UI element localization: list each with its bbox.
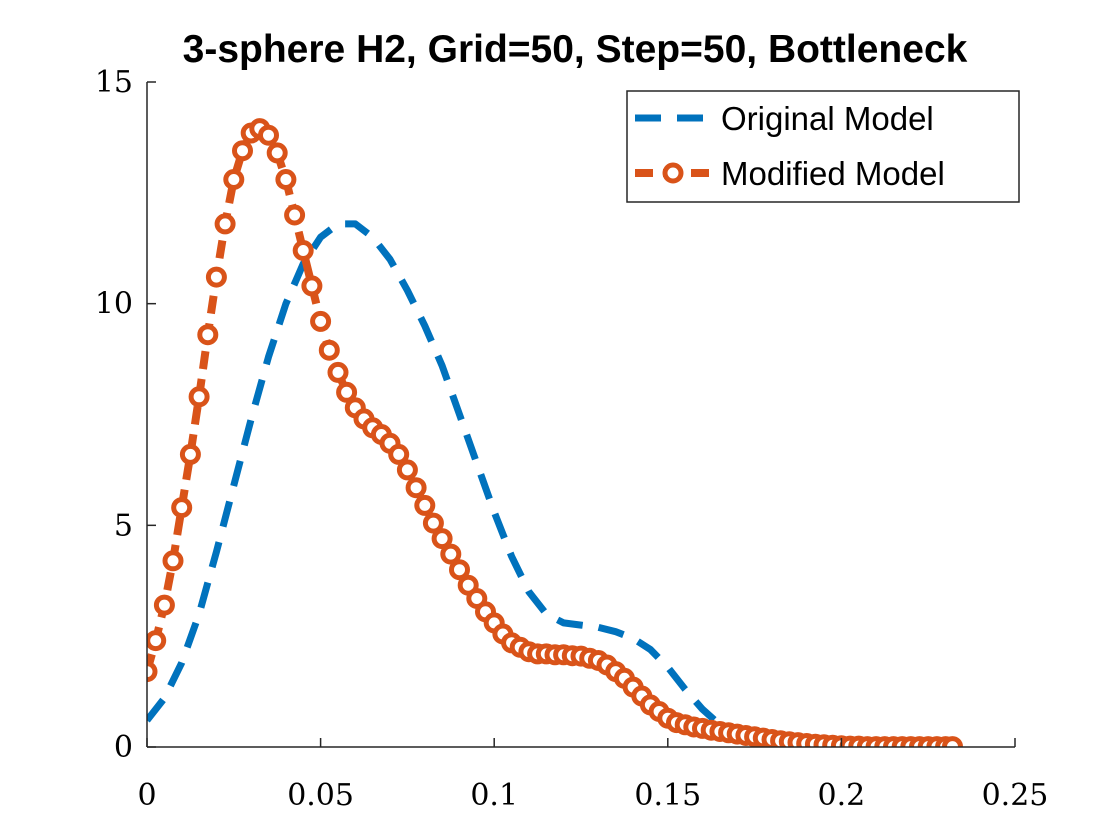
- data-point: [405, 477, 427, 499]
- legend-marker: [662, 162, 684, 184]
- x-tick-label: 0.25: [982, 778, 1049, 813]
- data-point: [205, 266, 227, 288]
- x-tick-label: 0.15: [634, 778, 701, 813]
- data-point: [214, 213, 236, 235]
- data-point: [147, 630, 167, 652]
- data-point: [223, 169, 245, 190]
- data-point: [327, 361, 349, 383]
- data-point: [292, 240, 314, 261]
- data-point: [396, 459, 418, 481]
- data-point: [422, 512, 444, 534]
- data-point: [449, 559, 470, 581]
- data-point: [440, 543, 462, 565]
- data-point: [284, 204, 306, 226]
- data-point: [318, 339, 340, 361]
- data-point: [336, 381, 358, 403]
- axes: 0 0.05 0.1 0.15 0.2 0.25 0 5 10 15: [95, 65, 1049, 813]
- data-point: [310, 310, 332, 332]
- data-point: [431, 528, 453, 550]
- x-tick-label: 0.05: [287, 778, 354, 813]
- y-tick-label: 0: [114, 730, 133, 765]
- series-line-1: [147, 220, 772, 742]
- data-point: [147, 661, 158, 683]
- data-point: [179, 443, 201, 465]
- data-point: [414, 494, 436, 516]
- data-point: [266, 142, 288, 164]
- data-point: [188, 386, 210, 408]
- legend-label: Original Model: [721, 100, 934, 137]
- data-point: [197, 324, 219, 346]
- data-point: [275, 169, 297, 190]
- data-point: [171, 497, 193, 519]
- y-tick-label: 5: [114, 508, 133, 543]
- plot-area: [147, 118, 963, 747]
- data-point: [301, 275, 323, 297]
- chart-title: 3-sphere H2, Grid=50, Step=50, Bottlenec…: [183, 28, 968, 71]
- x-tick-label: 0.2: [818, 778, 866, 813]
- data-point: [162, 550, 184, 572]
- legend-label: Modified Model: [721, 155, 945, 192]
- data-point: [388, 443, 410, 465]
- legend-box: [626, 90, 1020, 203]
- y-tick-label: 10: [95, 287, 133, 322]
- legend: Original Model Modified Model: [626, 90, 1020, 203]
- data-point: [258, 124, 279, 146]
- y-tick-label: 15: [95, 65, 133, 100]
- data-point: [153, 594, 175, 616]
- data-point: [232, 140, 253, 162]
- x-tick-label: 0.1: [470, 778, 518, 813]
- x-tick-label: 0: [137, 778, 156, 813]
